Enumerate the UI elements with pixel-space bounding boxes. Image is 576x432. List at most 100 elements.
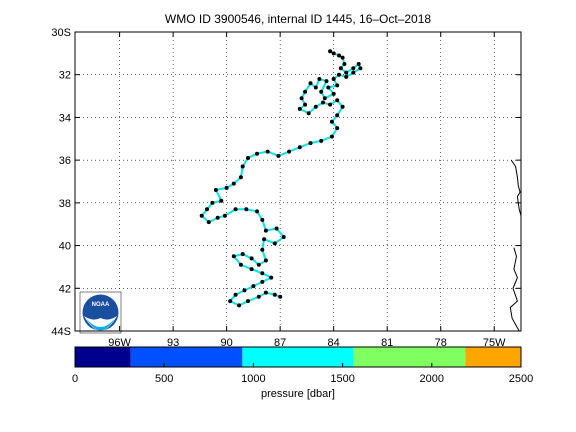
float-position-point <box>246 156 250 160</box>
float-position-point <box>219 198 224 203</box>
float-position-point <box>213 188 218 192</box>
float-position-point <box>351 70 356 75</box>
float-position-point <box>303 102 308 107</box>
float-position-point <box>308 81 313 86</box>
float-position-point <box>263 228 268 233</box>
float-position-point <box>358 66 363 71</box>
float-position-point <box>331 51 336 56</box>
float-positions <box>199 49 363 308</box>
float-position-point <box>335 126 340 131</box>
float-position-point <box>215 215 220 220</box>
colorbar-tick-label: 1500 <box>330 373 354 385</box>
float-position-point <box>319 89 324 94</box>
float-position-point <box>265 149 270 154</box>
float-position-point <box>260 247 265 252</box>
float-position-point <box>328 49 333 54</box>
colorbar-frame <box>74 346 522 368</box>
float-position-point <box>308 141 313 146</box>
float-position-point <box>237 303 242 308</box>
float-position-point <box>249 256 254 261</box>
float-position-point <box>233 292 238 297</box>
float-position-point <box>262 237 267 242</box>
float-position-point <box>260 217 265 222</box>
map-frame <box>74 31 522 332</box>
colorbar-label: pressure [dbar] <box>261 388 335 400</box>
float-position-point <box>321 100 325 105</box>
float-position-point <box>338 66 343 71</box>
colorbar-band <box>130 347 243 367</box>
y-tick-label: 42 <box>59 283 71 295</box>
float-trajectory-line <box>200 50 362 307</box>
float-position-point <box>255 209 259 214</box>
float-position-point <box>329 134 334 139</box>
map-gridlines <box>75 32 521 331</box>
float-position-point <box>303 89 308 94</box>
y-tick-label: 44S <box>51 326 71 338</box>
float-position-point <box>335 113 340 118</box>
float-position-point <box>251 284 256 289</box>
float-position-point <box>313 104 318 109</box>
float-position-point <box>231 181 236 186</box>
float-position-point <box>340 104 345 109</box>
float-position-point <box>329 119 334 124</box>
y-tick-label: 32 <box>59 70 71 82</box>
float-position-point <box>287 149 292 154</box>
x-tick-label: 81 <box>381 337 393 349</box>
coastline <box>509 159 522 332</box>
float-position-point <box>342 62 347 66</box>
float-position-point <box>319 138 324 143</box>
x-axis-ticks: 96W 93 90 87 84 81 78 75W <box>108 32 506 349</box>
float-position-point <box>331 77 336 81</box>
float-position-point <box>335 98 340 103</box>
y-tick-label: 38 <box>59 198 71 210</box>
trajectory-path <box>200 50 362 307</box>
float-position-point <box>255 151 259 156</box>
noaa-logo-text: NOAA <box>92 302 110 308</box>
float-position-point <box>351 66 356 71</box>
float-position-point <box>210 200 215 205</box>
float-position-point <box>274 226 279 231</box>
colorbar-band <box>75 347 131 367</box>
float-position-point <box>328 102 333 107</box>
float-position-point <box>344 70 349 75</box>
float-position-point <box>344 74 349 79</box>
float-position-point <box>231 254 236 259</box>
float-position-point <box>238 175 243 180</box>
float-position-point <box>244 207 249 212</box>
x-tick-label: 87 <box>274 337 286 349</box>
float-position-point <box>240 164 245 169</box>
float-position-point <box>324 79 329 84</box>
float-position-point <box>335 83 340 88</box>
float-position-point <box>260 279 265 284</box>
float-position-point <box>281 235 286 239</box>
float-position-point <box>222 213 227 218</box>
float-position-point <box>260 271 265 276</box>
float-position-point <box>272 292 277 297</box>
float-position-point <box>306 111 311 116</box>
x-tick-label: 90 <box>221 337 233 349</box>
float-position-point <box>249 267 254 272</box>
colorbar-tick-label: 2500 <box>509 373 533 385</box>
colorbar-band <box>465 347 521 367</box>
float-position-point <box>337 72 341 77</box>
pressure-colorbar <box>74 346 522 368</box>
float-position-point <box>278 294 283 299</box>
y-tick-label: 34 <box>59 112 71 124</box>
x-tick-label: 84 <box>328 337 340 349</box>
float-position-point <box>228 299 233 304</box>
float-position-point <box>233 207 238 212</box>
float-position-point <box>313 85 318 90</box>
float-position-point <box>240 252 245 257</box>
float-position-point <box>272 241 277 246</box>
y-axis-ticks: 30S 32 34 36 38 40 42 44S <box>51 27 521 338</box>
y-tick-label: 30S <box>51 27 71 39</box>
float-position-point <box>322 96 327 101</box>
x-tick-label: 96W <box>108 337 131 349</box>
float-position-point <box>199 213 204 218</box>
noaa-logo: NOAA <box>79 291 122 334</box>
coastline-segment <box>509 247 520 332</box>
float-position-point <box>331 91 336 96</box>
float-position-point <box>299 96 304 101</box>
float-position-point <box>337 53 341 58</box>
